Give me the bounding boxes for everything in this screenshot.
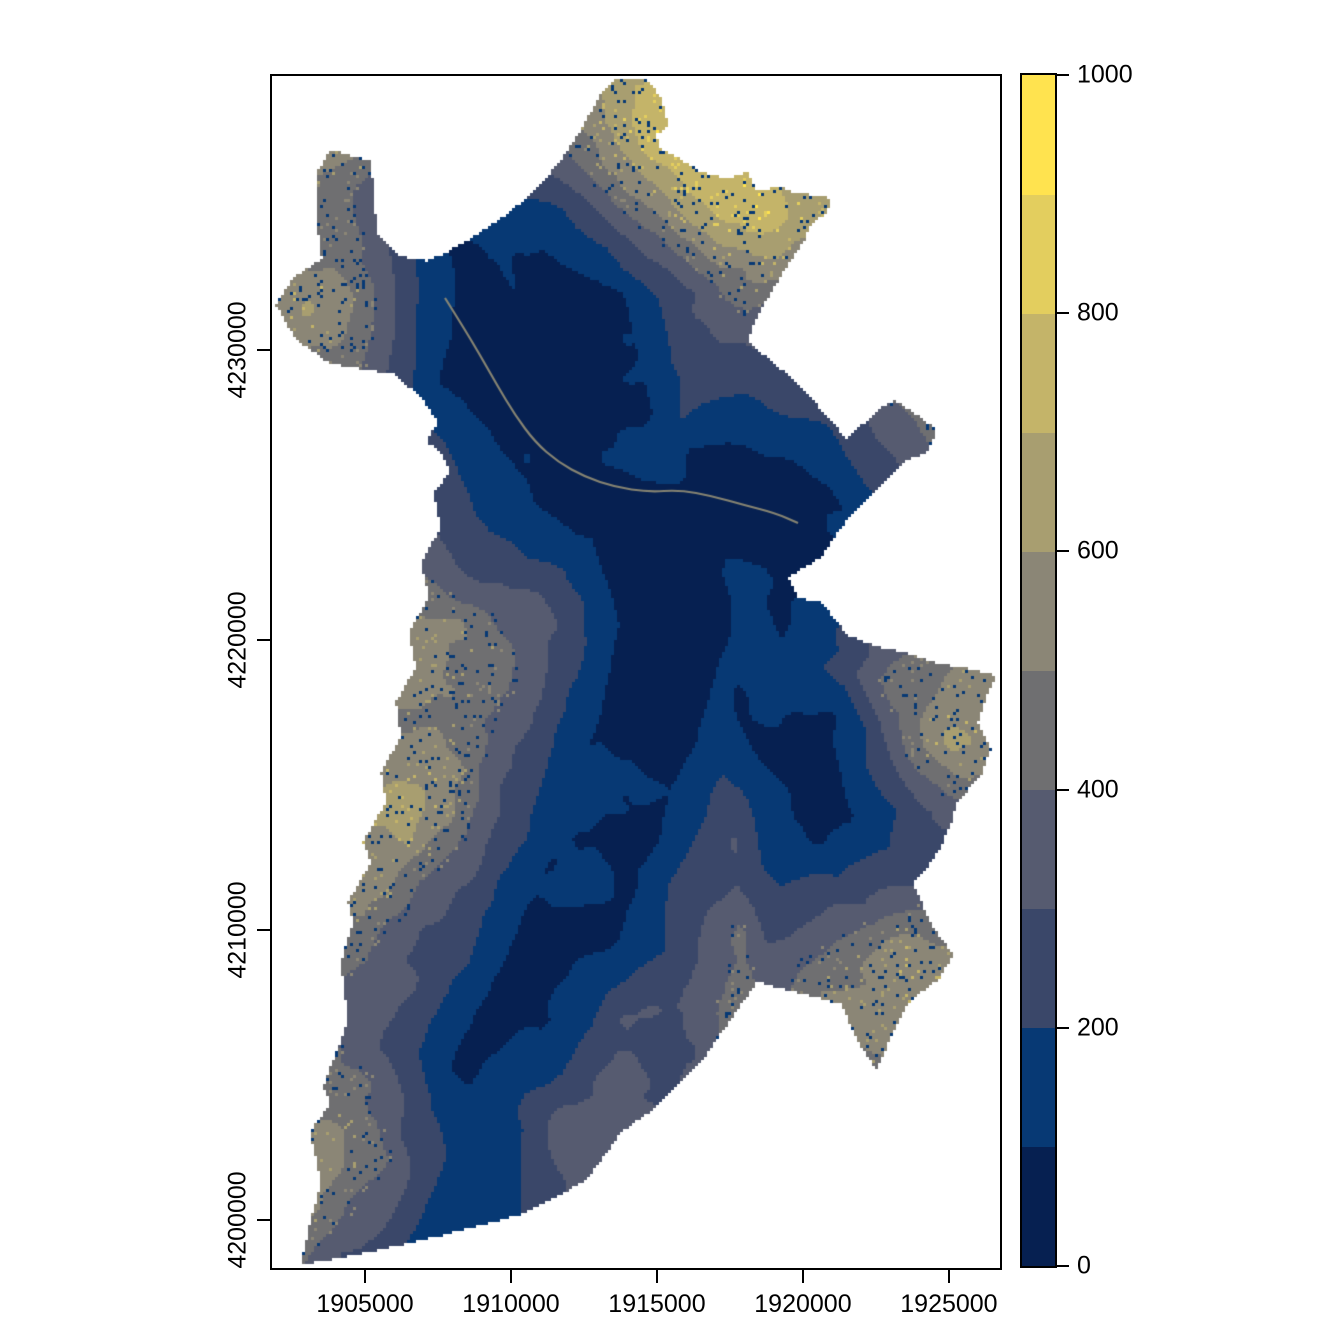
legend-band-stack [1022,75,1055,1267]
legend-tick-mark [1057,74,1069,76]
legend-band [1022,313,1055,433]
x-tick-label: 1915000 [608,1290,706,1318]
y-tick-mark [257,1218,270,1221]
legend-band [1022,432,1055,552]
y-tick-label: 4210000 [223,881,252,979]
legend-tick-label: 0 [1077,1251,1091,1280]
elevation-raster-canvas [272,76,1000,1268]
x-tick-mark [801,1270,804,1283]
legend-tick-mark [1057,550,1069,553]
y-tick-mark [257,928,270,931]
legend-tick-label: 600 [1077,536,1119,565]
legend-tick-mark [1057,1265,1069,1267]
x-tick-label: 1925000 [900,1290,998,1318]
legend-band [1022,194,1055,314]
legend-tick-mark [1057,312,1069,315]
legend-band [1022,75,1055,195]
x-tick-label: 1905000 [316,1290,414,1318]
legend-tick-mark [1057,1026,1069,1029]
y-tick-label: 4230000 [223,301,252,399]
legend-bar-border [1020,73,1057,1268]
legend-tick-label: 200 [1077,1013,1119,1042]
x-tick-label: 1910000 [462,1290,560,1318]
legend-tick-label: 1000 [1077,60,1133,89]
y-tick-mark [257,348,270,351]
legend-tick-label: 400 [1077,775,1119,804]
legend-band [1022,670,1055,791]
legend-band [1022,908,1055,1029]
x-tick-label: 1920000 [754,1290,852,1318]
y-tick-label: 4200000 [223,1170,252,1269]
legend-tick-label: 800 [1077,298,1119,327]
legend-band [1022,789,1055,910]
x-tick-mark [509,1270,512,1283]
y-tick-mark [257,638,270,641]
legend-tick-mark [1057,788,1069,791]
legend-band [1022,1027,1055,1148]
x-tick-mark [655,1270,658,1283]
legend-band [1022,1146,1055,1267]
legend-band [1022,551,1055,671]
y-tick-label: 4220000 [223,591,252,689]
x-tick-mark [947,1270,950,1283]
map-plot-area [270,74,1002,1270]
x-tick-mark [363,1270,366,1283]
